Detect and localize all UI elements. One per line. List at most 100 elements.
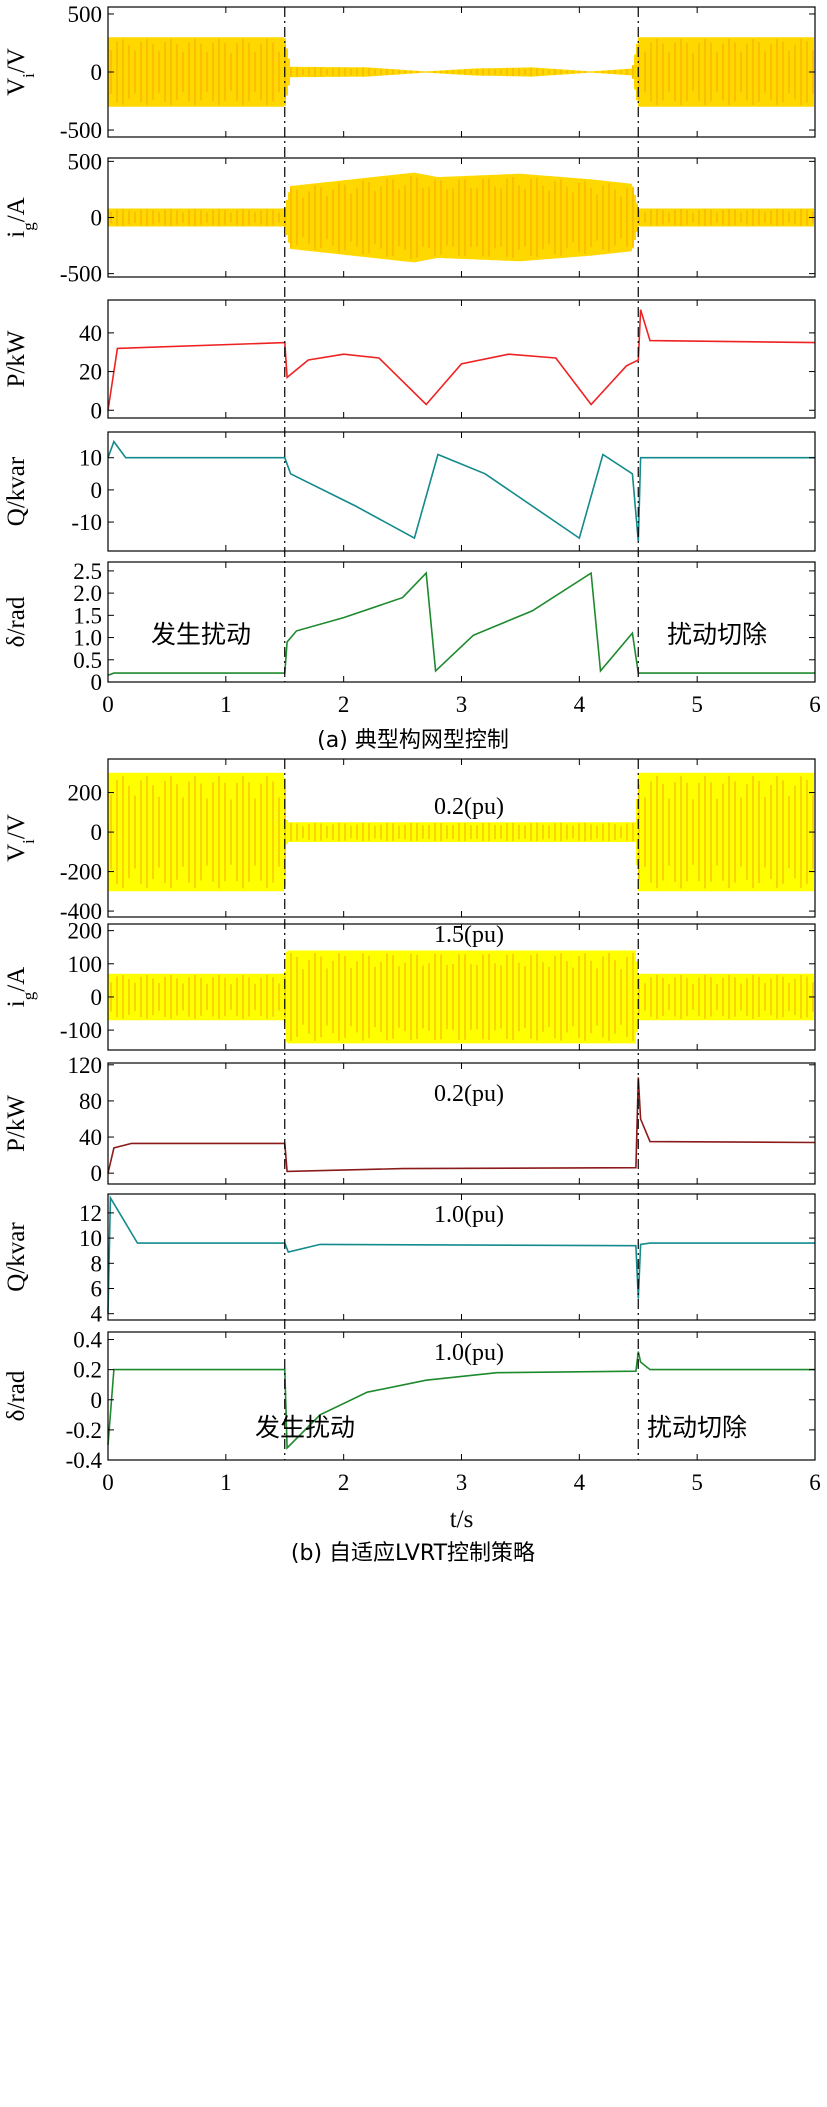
panel-0: 500 0 -500 Vi/V: [3, 2, 816, 143]
y-tick-label: 4: [91, 1302, 103, 1327]
x-tick-label: 6: [809, 1470, 821, 1495]
y-axis-label: δ/rad: [3, 1370, 30, 1421]
y-tick-label: 0: [91, 478, 103, 503]
y-tick-label: 500: [68, 149, 103, 174]
x-axis-label: t/s: [450, 1506, 474, 1533]
y-axis-label: Q/kvar: [3, 456, 30, 526]
pu-annotation: 1.0(pu): [434, 1340, 504, 1366]
y-tick-label: 10: [79, 1226, 102, 1251]
y-tick-label: 500: [68, 2, 103, 27]
x-tick-label: 6: [809, 692, 821, 717]
series-line: [107, 1077, 816, 1174]
y-tick-label: -0.2: [66, 1418, 102, 1443]
y-tick-label: 0: [91, 206, 103, 231]
chart-caption: (b) 自适应LVRT控制策略: [291, 1541, 535, 1566]
x-tick-label: 5: [691, 692, 703, 717]
y-tick-label: 8: [91, 1251, 103, 1276]
y-axis-label: Q/kvar: [3, 1222, 30, 1292]
panel-2: 120 80 40 0 P/kW: [3, 1053, 816, 1186]
y-tick-label: 10: [79, 446, 102, 471]
pu-annotation: 0.2(pu): [434, 794, 504, 820]
series-line: [107, 1351, 815, 1450]
x-tick-label: 5: [691, 1470, 703, 1495]
panel-1: 200 100 0 -100 ig/A: [3, 919, 816, 1051]
event-label-disturbance: 发生扰动: [255, 1413, 355, 1442]
event-label-clearance: 扰动切除: [647, 1413, 747, 1442]
y-axis-label: ig/A: [3, 197, 38, 237]
chart-a: 5000-500Vi/V5000-500ig/A40200P/kW100-10Q…: [3, 2, 821, 753]
panel-1: 500 0 -500 ig/A: [3, 149, 816, 287]
y-tick-label: 1.0: [73, 626, 102, 651]
x-tick-label: 1: [220, 692, 232, 717]
y-tick-label: 1.5: [73, 603, 102, 628]
y-tick-label: 0: [91, 60, 103, 85]
panel-2: 40 20 0 P/kW: [3, 299, 816, 423]
panel-4: 2.52.01.51.00.50 δ/rad: [3, 559, 816, 695]
x-tick-label: 1: [220, 1470, 232, 1495]
y-tick-label: -500: [60, 118, 102, 143]
y-tick-label: 0.5: [73, 648, 102, 673]
waveform-band: [108, 172, 814, 263]
y-tick-label: 0.4: [73, 1328, 102, 1353]
x-tick-label: 4: [574, 1470, 586, 1495]
y-axis-label: δ/rad: [3, 596, 30, 647]
y-tick-label: 2.0: [73, 581, 102, 606]
series-line: [107, 571, 815, 677]
y-tick-label: -0.4: [66, 1448, 103, 1473]
event-label-clearance: 扰动切除: [667, 620, 767, 649]
y-axis-label: P/kW: [3, 1095, 30, 1152]
panel-0: 200 0 -200 -400 Vi/V: [3, 758, 816, 924]
chart-b: 2000-200-400Vi/V2001000-100ig/A12080400P…: [3, 758, 821, 1566]
y-tick-label: 120: [68, 1053, 103, 1078]
waveform-band: [108, 37, 814, 107]
y-tick-label: 0: [91, 1388, 103, 1413]
pu-annotation: 1.5(pu): [434, 922, 504, 948]
event-label-disturbance: 发生扰动: [151, 620, 251, 649]
y-tick-label: 100: [68, 952, 103, 977]
x-tick-label: 4: [574, 692, 586, 717]
pu-annotation: 1.0(pu): [434, 1202, 504, 1228]
waveform-band: [108, 772, 814, 892]
y-tick-label: 0.2: [73, 1358, 102, 1383]
pu-annotation: 0.2(pu): [434, 1081, 504, 1107]
x-tick-label: 0: [102, 692, 114, 717]
chart-caption: (a) 典型构网型控制: [317, 728, 509, 753]
series-line: [107, 309, 816, 411]
y-tick-label: 200: [68, 919, 103, 944]
y-tick-label: -100: [60, 1018, 102, 1043]
y-tick-label: -200: [60, 860, 102, 885]
y-axis-label: P/kW: [3, 330, 30, 387]
x-tick-label: 3: [456, 692, 468, 717]
y-tick-label: 0: [91, 985, 103, 1010]
plot-frame: [107, 431, 816, 552]
y-axis-label: Vi/V: [3, 48, 38, 96]
x-tick-label: 2: [338, 1470, 350, 1495]
panel-3: 10 0 -10 Q/kvar: [3, 431, 816, 552]
y-axis-label: Vi/V: [3, 814, 38, 862]
y-tick-label: 20: [79, 360, 102, 385]
series-line: [107, 1195, 815, 1314]
y-tick-label: 200: [68, 781, 103, 806]
y-tick-label: 12: [79, 1201, 102, 1226]
y-tick-label: 0: [91, 670, 103, 695]
waveform-band: [108, 950, 814, 1044]
series-line: [107, 439, 815, 542]
y-tick-label: 0: [91, 398, 103, 423]
y-tick-label: 2.5: [73, 559, 102, 584]
panel-4: 0.4 0.2 0 -0.2 -0.4 δ/rad: [3, 1328, 816, 1473]
y-tick-label: -400: [60, 899, 102, 924]
y-tick-label: 80: [79, 1089, 102, 1114]
y-axis-label: ig/A: [3, 967, 38, 1007]
x-tick-label: 2: [338, 692, 350, 717]
y-tick-label: 0: [91, 1161, 103, 1186]
y-tick-label: 0: [91, 820, 103, 845]
y-tick-label: 6: [91, 1277, 103, 1302]
y-tick-label: 40: [79, 321, 102, 346]
plot-frame: [107, 299, 816, 419]
x-tick-label: 0: [102, 1470, 114, 1495]
y-tick-label: -500: [60, 262, 102, 287]
x-tick-label: 3: [456, 1470, 468, 1495]
y-tick-label: -10: [71, 510, 102, 535]
